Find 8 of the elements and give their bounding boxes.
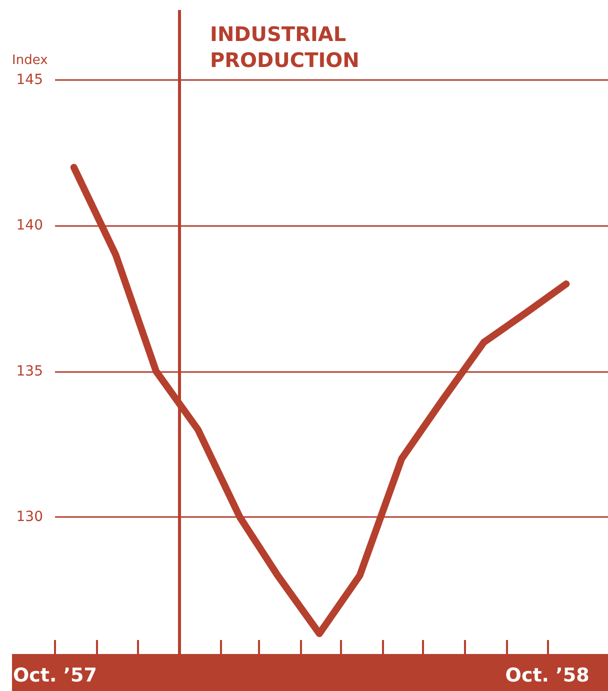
y-tick-label: 135 <box>16 363 43 380</box>
y-tick-label: 130 <box>16 509 43 526</box>
x-tick-label: Oct. ’58 <box>505 664 590 686</box>
y-tick-label: 145 <box>16 72 43 88</box>
y-tick-label: 140 <box>16 218 43 234</box>
text: INDUSTRIAL PRODUCTION <box>210 22 360 72</box>
x-tick-label: Oct. ’57 <box>13 664 97 686</box>
y-axis-title: Index <box>12 53 48 68</box>
